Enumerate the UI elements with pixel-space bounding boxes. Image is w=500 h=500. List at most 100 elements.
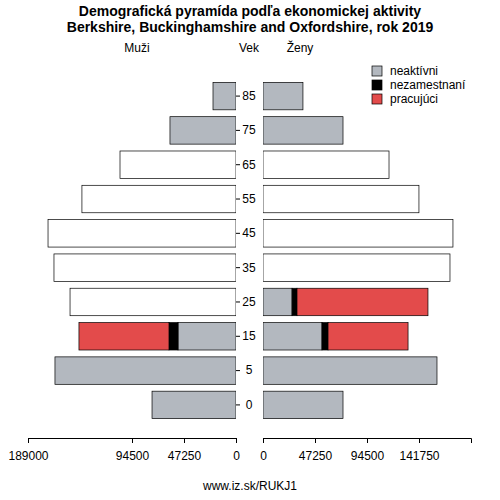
tick-label: 15 [242, 329, 256, 343]
bar [297, 288, 428, 315]
tick-mark [236, 404, 240, 405]
tick-mark [236, 130, 240, 131]
tick-label: 0 [233, 449, 240, 463]
legend-label: neaktívni [390, 64, 438, 78]
bar [169, 323, 178, 350]
tick-label: 5 [246, 363, 253, 377]
tick-label: 45 [242, 226, 256, 240]
tick-mark [236, 199, 240, 200]
bar [292, 288, 297, 315]
tick: 5 [236, 363, 253, 377]
bars [263, 82, 453, 418]
tick: 15 [236, 329, 256, 343]
tick-mark [132, 438, 133, 443]
title: Demografická pyramída podľa ekonomickej … [79, 3, 422, 19]
tick: 47250 [168, 438, 202, 463]
tick: 0 [260, 438, 267, 463]
legend-label: pracujúci [390, 92, 438, 106]
tick-mark [419, 438, 420, 443]
tick-label: 47250 [299, 449, 333, 463]
bar [79, 323, 169, 350]
tick: 94500 [351, 438, 385, 463]
bar [263, 151, 389, 178]
bar [120, 151, 236, 178]
tick: 0 [236, 398, 253, 412]
bar [55, 357, 236, 384]
tick-label: 55 [242, 192, 256, 206]
bar [263, 288, 292, 315]
tick-label: 189000 [8, 449, 48, 463]
tick: 35 [236, 260, 256, 274]
x-axis: 0 47250 94500 141750 [260, 438, 471, 463]
y-axis: 0 5 15 25 35 45 55 65 75 85 [236, 89, 256, 412]
tick-label: 35 [242, 260, 256, 274]
tick-mark [236, 301, 240, 302]
x-axis: 189000 94500 47250 0 [8, 438, 240, 463]
bar [263, 82, 303, 109]
bar [82, 185, 236, 212]
legend-swatch [372, 94, 382, 104]
legend-label: nezamestnaní [390, 78, 466, 92]
subtitle: Berkshire, Buckinghamshire and Oxfordshi… [67, 19, 434, 35]
tick-mark [236, 336, 240, 337]
tick-label: 0 [246, 398, 253, 412]
bar [263, 254, 450, 281]
tick: 75 [236, 123, 256, 137]
tick-label: 0 [260, 449, 267, 463]
bar [48, 220, 236, 247]
bar [170, 117, 236, 144]
tick-mark [236, 164, 240, 165]
tick-label: 75 [242, 123, 256, 137]
x-axis-title: Muži [124, 41, 149, 55]
tick-mark [236, 370, 240, 371]
tick: 189000 [8, 438, 48, 463]
tick-mark [28, 438, 29, 443]
bar [178, 323, 236, 350]
tick: 94500 [116, 438, 150, 463]
bar [322, 323, 328, 350]
tick: 47250 [299, 438, 333, 463]
y-axis-title: Vek [239, 41, 260, 55]
tick: 85 [236, 89, 256, 103]
tick-mark [236, 96, 240, 97]
source: www.iz.sk/RUKJ1 [202, 479, 297, 493]
legend-swatch [372, 80, 382, 90]
bar [213, 82, 236, 109]
tick-mark [263, 438, 264, 443]
tick-mark [236, 438, 237, 443]
tick: 65 [236, 158, 256, 172]
bar [263, 117, 343, 144]
bar [263, 323, 322, 350]
axis-line [29, 439, 237, 444]
tick-label: 25 [242, 295, 256, 309]
tick-mark [315, 438, 316, 443]
tick-mark [184, 438, 185, 443]
tick-label: 94500 [116, 449, 150, 463]
tick-mark [236, 233, 240, 234]
bars [48, 82, 236, 418]
x-axis-title: Ženy [287, 40, 314, 55]
bar [263, 357, 437, 384]
bar [263, 391, 343, 418]
bar [328, 323, 408, 350]
tick-label: 85 [242, 89, 256, 103]
tick-mark [367, 438, 368, 443]
bar [263, 185, 419, 212]
axis-line [264, 439, 472, 444]
tick-label: 141750 [399, 449, 439, 463]
bar [152, 391, 236, 418]
bar [70, 288, 236, 315]
tick-label: 47250 [168, 449, 202, 463]
legend-swatch [372, 66, 382, 76]
tick-mark [236, 267, 240, 268]
tick: 45 [236, 226, 256, 240]
tick-label: 94500 [351, 449, 385, 463]
tick: 25 [236, 295, 256, 309]
bar [263, 220, 453, 247]
chart: Demografická pyramída podľa ekonomickej … [0, 0, 500, 500]
bar [54, 254, 236, 281]
tick: 55 [236, 192, 256, 206]
tick-label: 65 [242, 158, 256, 172]
legend: neaktívninezamestnanípracujúci [372, 64, 466, 106]
tick: 141750 [399, 438, 439, 463]
